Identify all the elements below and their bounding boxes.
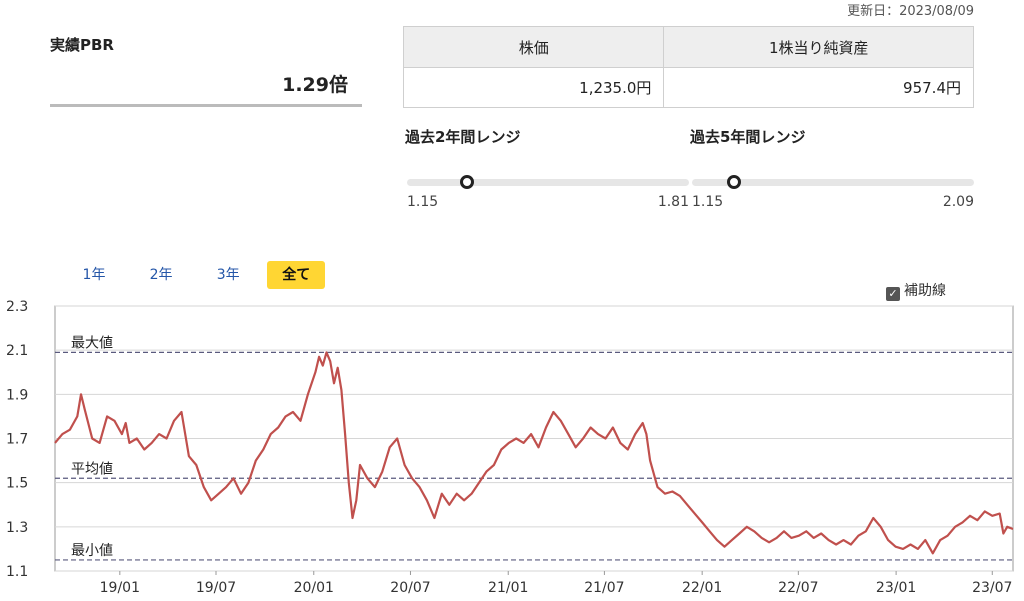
x-tick-label: 22/01	[682, 580, 722, 596]
range-5y-track	[692, 179, 974, 186]
reference-line-label: 平均値	[71, 461, 113, 477]
y-tick-label: 1.5	[6, 476, 28, 492]
price-header: 株価	[402, 26, 665, 68]
tab-2y[interactable]: 2年	[149, 267, 173, 283]
x-tick-label: 19/07	[196, 580, 236, 596]
aux-lines-label: 補助線	[904, 283, 946, 299]
range-5y-marker	[727, 175, 741, 189]
price-bps-table: 株価 1株当り純資産 1,235.0円 957.4円	[402, 26, 974, 108]
price-value: 1,235.0円	[402, 67, 665, 108]
range-2y-min: 1.15	[407, 194, 439, 210]
y-tick-label: 1.3	[6, 520, 28, 536]
pbr-label: 実績PBR	[50, 36, 114, 54]
x-tick-label: 20/07	[390, 580, 430, 596]
range-2y-title: 過去2年間レンジ	[405, 128, 521, 146]
range-5y: 過去5年間レンジ 1.15 2.09	[690, 126, 974, 210]
bps-value: 957.4円	[663, 67, 974, 108]
period-tabs: 1年 2年 3年 全て	[66, 261, 331, 289]
range-5y-title: 過去5年間レンジ	[690, 128, 806, 146]
reference-line-label: 最大値	[71, 335, 113, 351]
aux-lines-toggle[interactable]: ✓ 補助線	[886, 280, 946, 301]
updated-date: 更新日：2023/08/09	[847, 4, 974, 19]
x-tick-label: 23/01	[876, 580, 916, 596]
pbr-summary: 実績PBR 1.29倍	[50, 34, 362, 107]
reference-line-label: 最小値	[71, 543, 113, 559]
x-tick-label: 23/07	[972, 580, 1012, 596]
range-2y-marker	[459, 175, 474, 189]
pbr-series-line	[54, 351, 1014, 555]
bps-header: 1株当り純資産	[663, 26, 974, 68]
tab-1y[interactable]: 1年	[82, 267, 106, 283]
range-5y-min: 1.15	[692, 194, 724, 210]
y-tick-label: 1.7	[6, 432, 28, 448]
pbr-line-chart: 1.1 1.3 1.5 1.7 1.9 2.1 2.3 19/01 19/07 20/01 20/0…	[6, 299, 1014, 596]
tab-3y[interactable]: 3年	[216, 267, 240, 283]
range-2y-max: 1.81	[657, 194, 689, 210]
range-2y-track	[407, 179, 689, 186]
pbr-value: 1.29倍	[282, 74, 348, 96]
y-tick-label: 1.9	[6, 387, 28, 403]
x-tick-label: 21/01	[488, 580, 528, 596]
range-5y-max: 2.09	[942, 194, 974, 210]
y-tick-label: 2.1	[6, 343, 28, 359]
x-tick-label: 21/07	[584, 580, 624, 596]
x-tick-label: 19/01	[100, 580, 140, 596]
y-tick-label: 1.1	[6, 564, 28, 580]
tab-all[interactable]: 全て	[267, 261, 326, 289]
range-2y: 過去2年間レンジ 1.15 1.81	[405, 126, 689, 210]
checkbox-checked-icon[interactable]: ✓	[886, 287, 900, 301]
y-tick-label: 2.3	[6, 299, 28, 315]
x-tick-label: 20/01	[294, 580, 334, 596]
x-tick-label: 22/07	[778, 580, 818, 596]
